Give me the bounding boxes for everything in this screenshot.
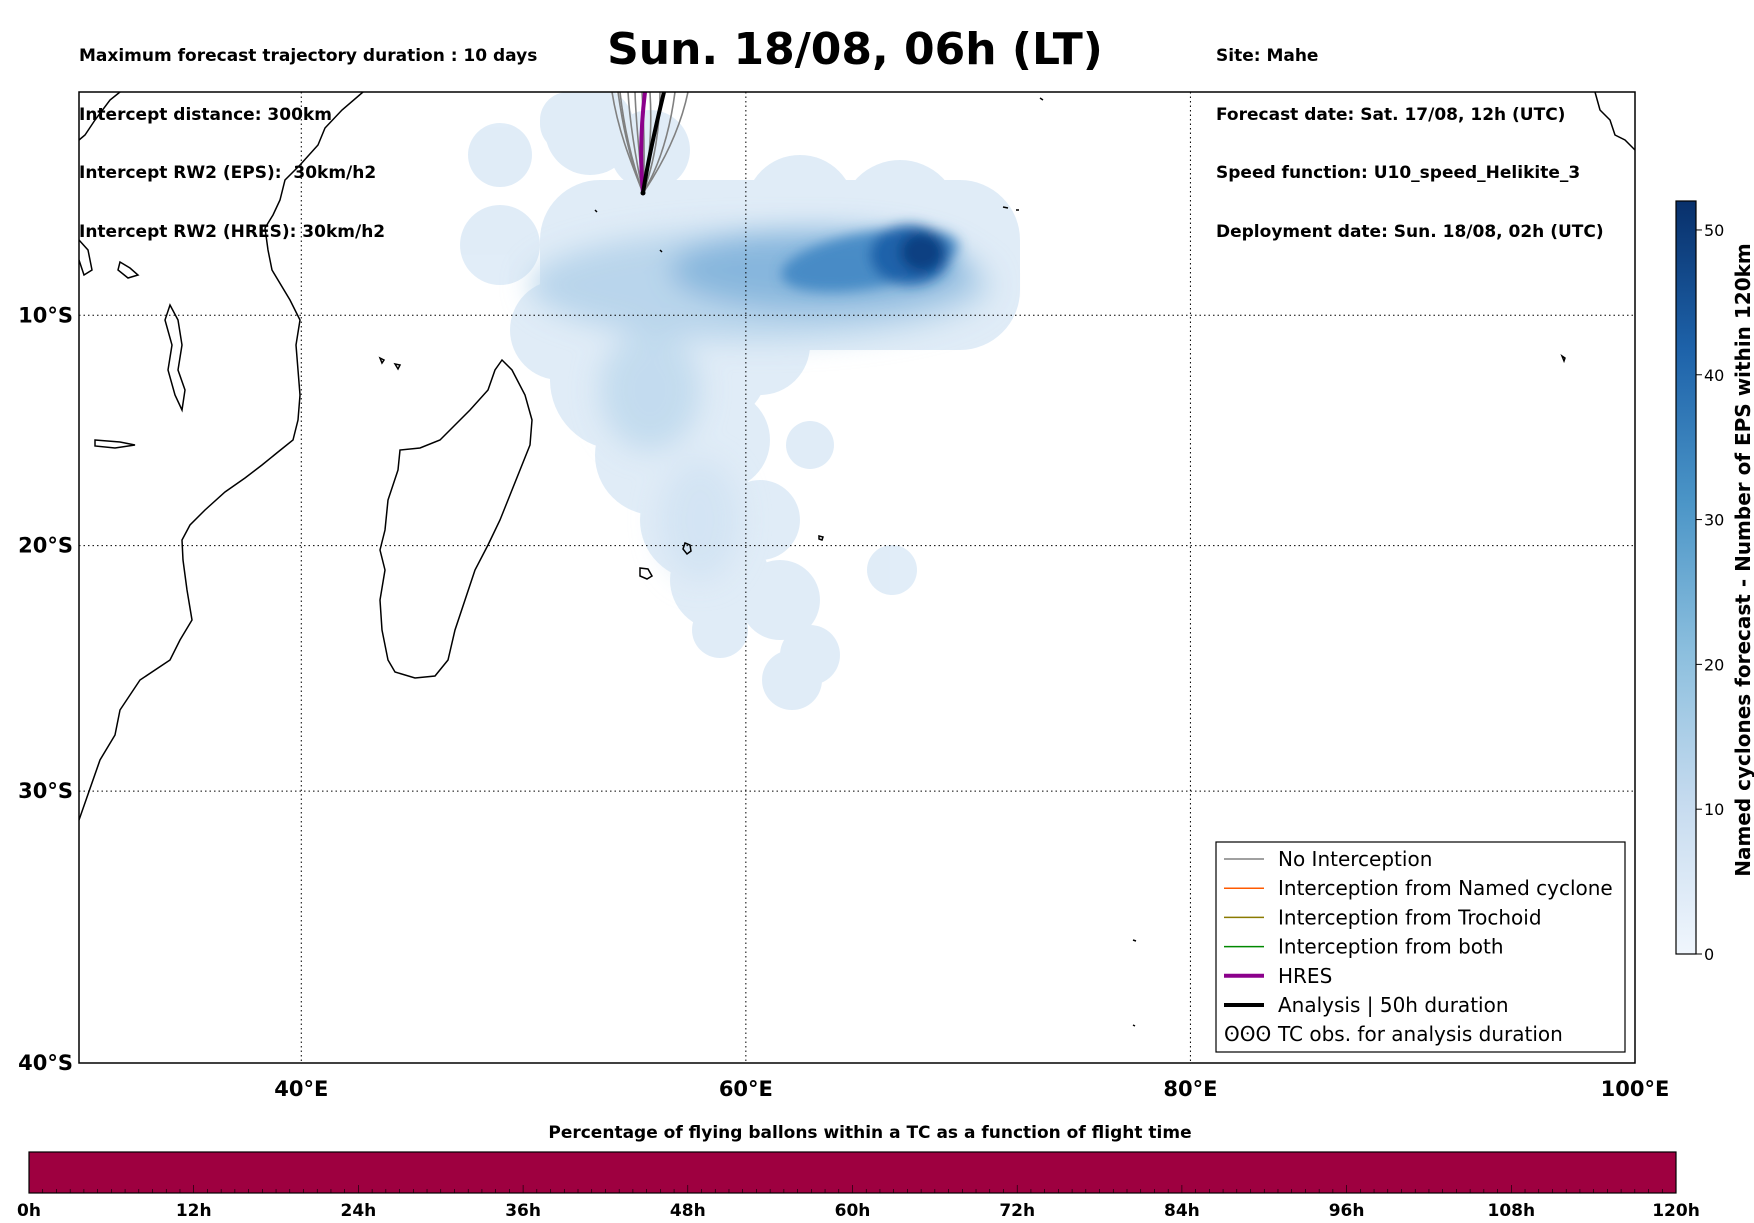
colorbar-tick-label: 30: [1704, 511, 1724, 530]
legend-label: Interception from Trochoid: [1278, 905, 1542, 929]
time-tick-label: 108h: [1488, 1201, 1536, 1221]
intercept-eps-text: Intercept RW2 (EPS): 30km/h2: [79, 163, 377, 183]
lon-tick-labels: 40°E 60°E 80°E 100°E: [274, 1077, 1669, 1101]
legend-label: HRES: [1278, 964, 1332, 988]
legend-box: [1215, 841, 1626, 1053]
time-tick-label: 72h: [999, 1201, 1035, 1221]
forecast-date-text: Forecast date: Sat. 17/08, 12h (UTC): [1216, 104, 1566, 125]
legend-label: Interception from both: [1278, 935, 1504, 959]
legend-label: Analysis | 50h duration: [1278, 993, 1509, 1017]
legend: No Interception Interception from Named c…: [1215, 841, 1626, 1053]
madagascar-coastline: [379, 358, 533, 679]
speed-function-text: Speed function: U10_speed_Helikite_3: [1216, 163, 1581, 183]
coastlines: [79, 92, 1635, 1027]
horn-coastline: [79, 92, 121, 141]
colorbar-tick-label: 40: [1704, 366, 1724, 385]
page-title: Sun. 18/08, 06h (LT): [607, 24, 1103, 75]
colorbar-tick-label: 20: [1704, 655, 1724, 674]
time-tick-label: 60h: [835, 1201, 871, 1221]
density-colorbar: 0 10 20 30 40 50 Named cyclones forecast - Nu…: [1675, 200, 1754, 964]
intercept-hres-text: Intercept RW2 (HRES): 30km/h2: [79, 221, 386, 242]
hres-trajectory: [639, 92, 647, 194]
header-right-info: Site: Mahe Forecast date: Sat. 17/08, 12…: [1216, 8, 1604, 262]
max-duration-text: Maximum forecast trajectory duration : 1…: [79, 46, 538, 66]
time-tick-label: 48h: [670, 1201, 706, 1221]
legend-symbol: ʘʘʘ: [1224, 1022, 1271, 1046]
lat-tick-labels: 10°S 20°S 30°S 40°S: [18, 303, 73, 1075]
flight-time-bar: Percentage of flying ballons within a TC…: [17, 1123, 1700, 1221]
intercept-distance-text: Intercept distance: 300km: [79, 104, 332, 125]
colorbar-tick-label: 10: [1704, 800, 1724, 819]
colorbar-tick-label: 0: [1704, 945, 1714, 964]
legend-label: Interception from Named cyclone: [1278, 876, 1613, 900]
lat-tick-label: 40°S: [18, 1051, 73, 1075]
time-tick-label: 12h: [176, 1201, 212, 1221]
site-text: Site: Mahe: [1216, 46, 1319, 66]
time-tick-label: 24h: [341, 1201, 377, 1221]
lat-tick-label: 10°S: [18, 303, 73, 327]
lon-tick-label: 80°E: [1163, 1077, 1217, 1101]
mauritius-island: [682, 542, 692, 556]
lon-tick-label: 100°E: [1601, 1077, 1670, 1101]
header-left-info: Maximum forecast trajectory duration : 1…: [79, 8, 537, 262]
reunion-island: [639, 567, 654, 580]
deployment-date-text: Deployment date: Sun. 18/08, 02h (UTC): [1216, 221, 1604, 242]
lon-tick-label: 60°E: [719, 1077, 773, 1101]
africa-coastline: [79, 92, 364, 821]
time-tick-label: 0h: [17, 1201, 41, 1221]
lon-tick-label: 40°E: [274, 1077, 328, 1101]
density-core-layer: [781, 225, 959, 292]
time-tick-label: 36h: [505, 1201, 541, 1221]
colorbar-gradient: [1675, 200, 1697, 955]
map-area: [79, 92, 1635, 1027]
time-tick-label: 120h: [1652, 1201, 1700, 1221]
lat-tick-label: 30°S: [18, 779, 73, 803]
time-tick-label: 96h: [1329, 1201, 1365, 1221]
density-base-layer: [460, 92, 1020, 710]
colorbar-tick-label: 50: [1704, 221, 1724, 240]
legend-label: No Interception: [1278, 847, 1432, 871]
colorbar-title: Named cyclones forecast - Number of EPS …: [1731, 243, 1754, 877]
time-bar-title: Percentage of flying ballons within a TC…: [548, 1123, 1191, 1143]
lat-tick-label: 20°S: [18, 534, 73, 558]
time-tick-label: 84h: [1164, 1201, 1200, 1221]
graticule: [79, 92, 1635, 1063]
launch-site-marker: [640, 190, 646, 196]
legend-label: TC obs. for analysis duration: [1277, 1022, 1563, 1046]
map-frame: [78, 91, 1636, 1064]
analysis-trajectory: [641, 92, 666, 194]
